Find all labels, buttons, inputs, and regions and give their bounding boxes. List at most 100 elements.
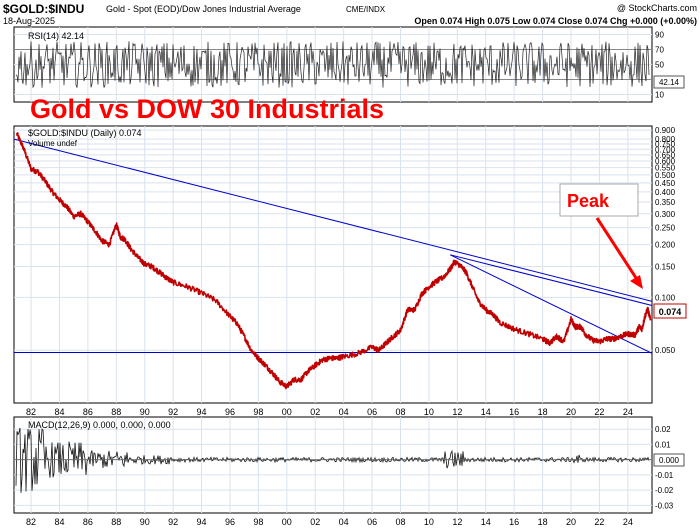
price-x-tick-label: 06 (367, 407, 377, 417)
macd-y-tick-label: -0.03 (655, 501, 674, 510)
price-x-tick-label: 82 (26, 407, 36, 417)
macd-x-tick-label: 88 (111, 517, 121, 527)
ohlc-readout: Open 0.074 High 0.075 Low 0.074 Close 0.… (414, 16, 697, 26)
macd-x-tick-label: 84 (54, 517, 64, 527)
macd-x-tick-label: 82 (26, 517, 36, 527)
price-x-tick-label: 04 (339, 407, 349, 417)
price-y-tick-label: 0.600 (655, 157, 676, 166)
headline-annotation: Gold vs DOW 30 Industrials (30, 94, 384, 124)
macd-x-tick-label: 22 (594, 517, 604, 527)
price-y-tick-label: 0.150 (655, 263, 676, 272)
price-y-tick-label: 0.400 (655, 188, 676, 197)
price-y-tick-label: 0.550 (655, 164, 676, 173)
peak-arrow (595, 217, 640, 282)
symbol-title: $GOLD:$INDU (3, 2, 84, 16)
price-layer (16, 132, 652, 390)
copyright-label: @ StockCharts.com (617, 3, 697, 13)
trendline (13, 138, 653, 302)
price-last-badge (653, 303, 687, 319)
macd-panel-frame (13, 416, 653, 514)
price-x-tick-label: 00 (282, 407, 292, 417)
macd-x-tick-label: 06 (367, 517, 377, 527)
price-y-tick-label: 0.450 (655, 179, 676, 188)
price-x-tick-label: 86 (83, 407, 93, 417)
macd-x-tick-label: 02 (310, 517, 320, 527)
macd-x-tick-label: 14 (481, 517, 491, 527)
price-x-tick-label: 10 (424, 407, 434, 417)
trendline (450, 254, 653, 306)
price-y-tick-label: 0.750 (655, 140, 676, 149)
price-x-tick-label: 08 (395, 407, 405, 417)
rsi-title: RSI(14) 42.14 (28, 31, 84, 41)
price-y-tick-label: 0.900 (655, 126, 676, 135)
macd-x-tick-label: 12 (452, 517, 462, 527)
price-x-tick-label: 16 (509, 407, 519, 417)
price-y-tick-label: 0.350 (655, 198, 676, 207)
macd-last-value: 0.000 (659, 456, 680, 465)
price-y-tick-label: 0.100 (655, 293, 676, 302)
macd-x-tick-label: 94 (197, 517, 207, 527)
price-y-tick-label: 0.500 (655, 171, 676, 180)
rsi-y-tick-label: 90 (655, 31, 664, 40)
price-title: $GOLD:$INDU (Daily) 0.074 (28, 128, 142, 138)
price-x-tick-label: 96 (225, 407, 235, 417)
macd-x-tick-label: 04 (339, 517, 349, 527)
macd-x-tick-label: 90 (140, 517, 150, 527)
price-x-tick-label: 24 (623, 407, 633, 417)
symbol-description: Gold - Spot (EOD)/Dow Jones Industrial A… (106, 4, 301, 14)
date-label: 18-Aug-2025 (3, 16, 55, 26)
macd-x-tick-label: 10 (424, 517, 434, 527)
macd-y-tick-label: 0.02 (655, 425, 671, 434)
price-x-tick-label: 94 (197, 407, 207, 417)
macd-y-tick-label: 0.01 (655, 440, 671, 449)
price-x-tick-label: 22 (594, 407, 604, 417)
macd-x-tick-label: 92 (168, 517, 178, 527)
price-x-tick-label: 20 (566, 407, 576, 417)
price-x-tick-label: 18 (538, 407, 548, 417)
axis-layer: 82 82 84 84 86 86 88 88 90 90 92 92 94 94 96 96 98 98 00 00… (26, 31, 676, 528)
macd-x-tick-label: 16 (509, 517, 519, 527)
price-series-line (16, 132, 652, 390)
peak-label: Peak (567, 191, 610, 211)
price-y-tick-label: 0.300 (655, 210, 676, 219)
macd-x-tick-label: 18 (538, 517, 548, 527)
macd-x-tick-label: 98 (253, 517, 263, 527)
macd-y-tick-label: -0.01 (655, 471, 674, 480)
macd-x-tick-label: 24 (623, 517, 633, 527)
peak-arrow-head (630, 275, 643, 289)
price-y-tick-label: 0.200 (655, 241, 676, 250)
price-y-tick-label: 0.250 (655, 224, 676, 233)
price-y-tick-label: 0.700 (655, 145, 676, 154)
price-x-tick-label: 84 (54, 407, 64, 417)
price-x-tick-label: 14 (481, 407, 491, 417)
macd-x-tick-label: 96 (225, 517, 235, 527)
volume-label: Volume undef (28, 139, 78, 148)
price-x-tick-label: 02 (310, 407, 320, 417)
rsi-y-tick-label: 50 (655, 61, 664, 70)
exchange-label: CME/INDX (346, 5, 386, 14)
rsi-y-tick-label: 10 (655, 91, 664, 100)
price-x-tick-label: 88 (111, 407, 121, 417)
macd-title: MACD(12,26,9) 0.000, 0.000, 0.000 (28, 420, 171, 430)
price-y-tick-label: 0.800 (655, 135, 676, 144)
macd-layer (14, 427, 652, 493)
macd-x-tick-label: 08 (395, 517, 405, 527)
price-x-tick-label: 98 (253, 407, 263, 417)
rsi-last-value: 42.14 (659, 78, 680, 87)
macd-y-tick-label: -0.02 (655, 486, 674, 495)
rsi-layer (15, 40, 650, 89)
price-x-tick-label: 12 (452, 407, 462, 417)
price-y-tick-label: 0.050 (655, 346, 676, 355)
price-x-tick-label: 92 (168, 407, 178, 417)
macd-x-tick-label: 20 (566, 517, 576, 527)
macd-last-badge (653, 453, 685, 467)
peak-label-box (559, 183, 639, 217)
rsi-last-badge (653, 75, 685, 89)
macd-x-tick-label: 86 (83, 517, 93, 527)
price-x-tick-label: 90 (140, 407, 150, 417)
price-y-tick-label: 0.650 (655, 151, 676, 160)
trendline-layer (13, 138, 653, 354)
rsi-line (15, 40, 650, 89)
price-last-value: 0.074 (659, 307, 682, 317)
